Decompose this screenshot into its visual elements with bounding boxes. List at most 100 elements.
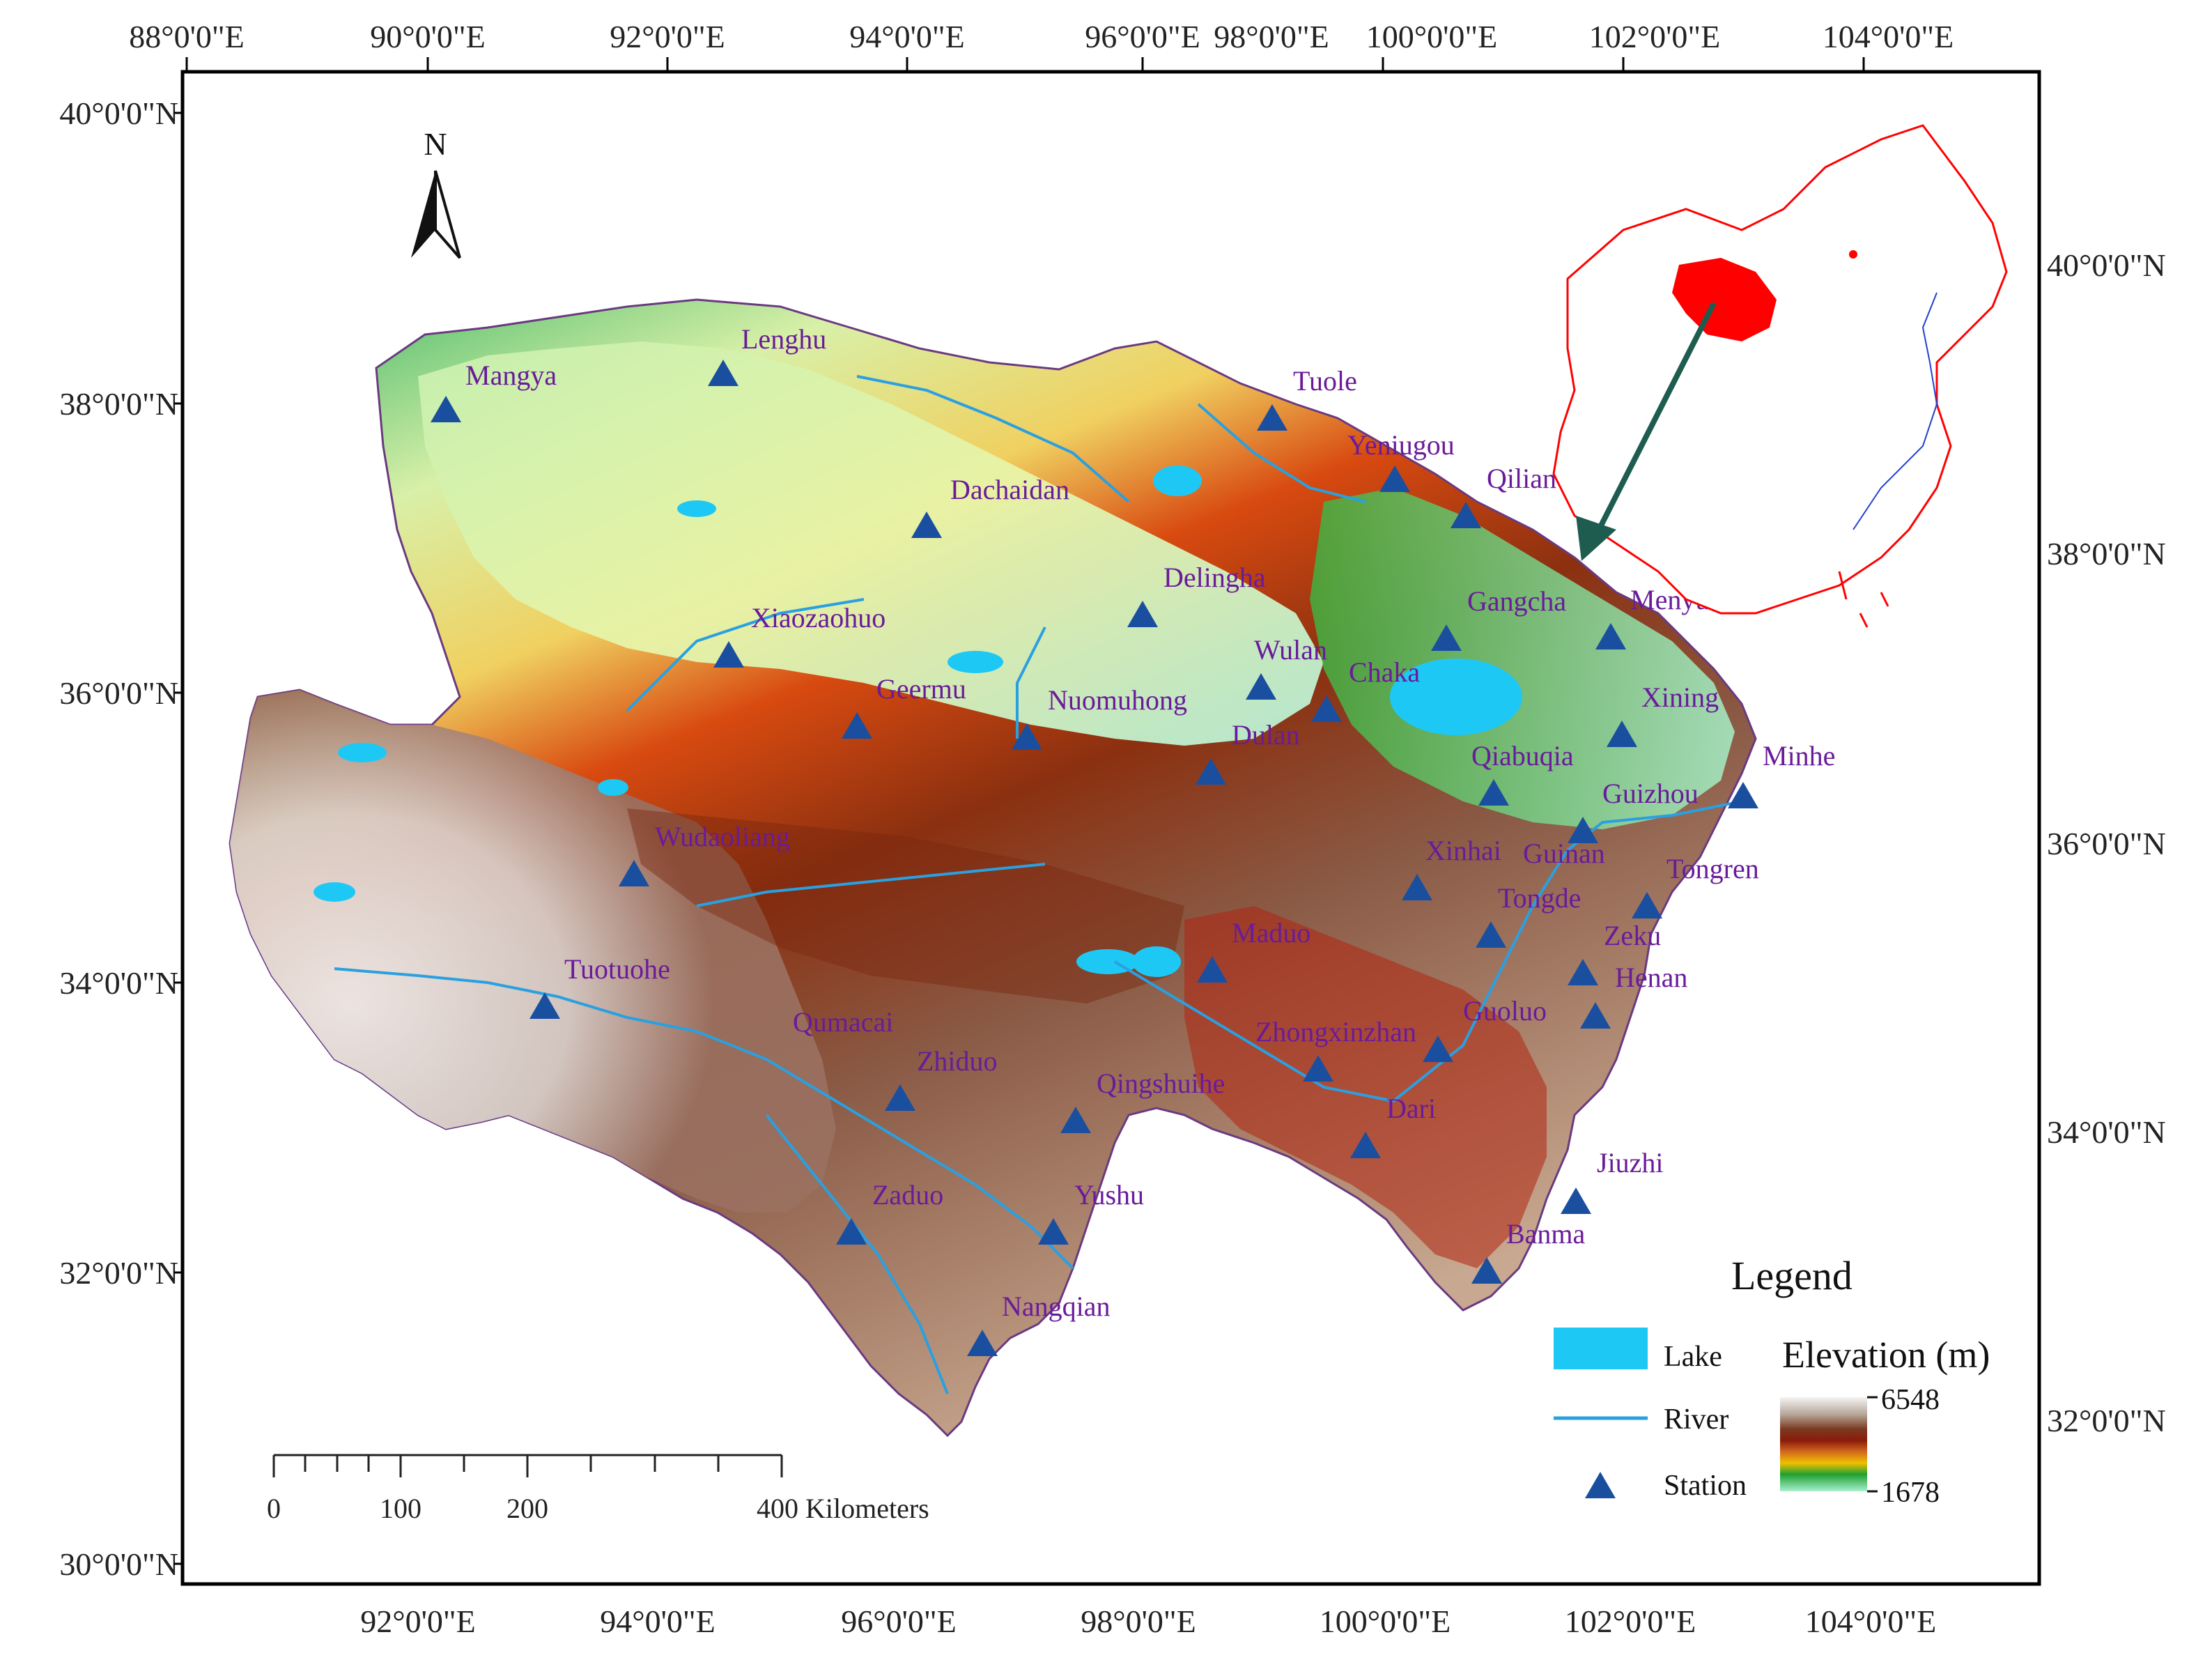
station-label-gangcha: Gangcha (1467, 585, 1566, 617)
station-label-qiabuqia: Qiabuqia (1471, 740, 1574, 771)
station-marker-wudaoliang[interactable] (619, 860, 649, 886)
station-label-dachaidan: Dachaidan (950, 474, 1069, 505)
station-label-qilian: Qilian (1487, 463, 1556, 494)
station-marker-qiabuqia[interactable] (1478, 779, 1509, 806)
bottom-axis-label: 96°0'0"E (841, 1604, 957, 1639)
station-marker-dari[interactable] (1350, 1132, 1381, 1158)
station-marker-geermu[interactable] (842, 712, 872, 739)
left-axis-label: 32°0'0"N (59, 1255, 178, 1291)
station-label-guinan: Guinan (1523, 838, 1605, 869)
station-marker-henan[interactable] (1580, 1002, 1611, 1029)
station-marker-wulan[interactable] (1246, 673, 1276, 700)
station-marker-xiaozaohuo[interactable] (713, 641, 744, 668)
station-label-dari: Dari (1386, 1093, 1436, 1124)
station-label-qingshuihe: Qingshuihe (1097, 1068, 1225, 1099)
central-river (696, 863, 1046, 907)
station-marker-zhongxinzhan[interactable] (1303, 1055, 1333, 1082)
left-axis-label: 38°0'0"N (59, 386, 178, 422)
station-label-nangqian: Nangqian (1002, 1291, 1111, 1322)
qaidam-river-1 (626, 598, 865, 712)
western-lake-1 (338, 743, 387, 762)
legend-lake-swatch (1554, 1328, 1648, 1369)
left-axis-label: 40°0'0"N (59, 95, 178, 131)
station-label-zaduo: Zaduo (872, 1179, 943, 1210)
station-marker-zhiduo[interactable] (885, 1084, 915, 1111)
station-marker-tuotuohe[interactable] (529, 992, 560, 1019)
station-markers (431, 360, 1758, 1356)
station-label-delingha: Delingha (1163, 562, 1266, 593)
station-marker-yeniugou[interactable] (1379, 466, 1410, 492)
station-marker-xinhai[interactable] (1402, 874, 1432, 900)
top-axis-label: 102°0'0"E (1589, 19, 1721, 54)
legend: Legend Lake River Station Elevation (m) … (1554, 1253, 1990, 1509)
station-marker-tongde[interactable] (1476, 921, 1506, 948)
southeast-mountains (1184, 906, 1547, 1268)
station-marker-guoluo[interactable] (1423, 1036, 1453, 1062)
station-marker-yushu[interactable] (1038, 1218, 1069, 1245)
station-label-zhiduo: Zhiduo (917, 1045, 998, 1077)
western-lake-5 (948, 651, 1003, 673)
lancang-river (765, 1114, 949, 1394)
station-marker-tuole[interactable] (1257, 404, 1287, 431)
legend-river-label: River (1664, 1404, 1728, 1436)
station-label-tuotuohe: Tuotuohe (564, 953, 670, 985)
station-marker-menyuan[interactable] (1595, 623, 1626, 649)
station-marker-zeku[interactable] (1568, 959, 1598, 985)
station-marker-xining[interactable] (1607, 721, 1637, 747)
station-marker-minhe[interactable] (1728, 782, 1758, 808)
western-plateau (230, 690, 836, 1213)
right-axis-labels: 40°0'0"N 38°0'0"N 36°0'0"N 34°0'0"N 32°0… (2047, 247, 2166, 1438)
station-marker-mangya[interactable] (431, 396, 461, 422)
lakes (314, 466, 1522, 977)
station-marker-chaka[interactable] (1311, 695, 1342, 722)
station-label-tongren: Tongren (1666, 853, 1759, 884)
western-lake-3 (598, 779, 628, 796)
station-marker-dachaidan[interactable] (911, 512, 942, 538)
station-label-mangya: Mangya (465, 360, 557, 391)
station-marker-qingshuihe[interactable] (1060, 1107, 1091, 1133)
top-axis-label: 92°0'0"E (610, 19, 725, 54)
pointer-arrow-head (1576, 516, 1616, 561)
bottom-axis-label: 102°0'0"E (1565, 1604, 1696, 1639)
station-marker-nangqian[interactable] (967, 1330, 998, 1356)
station-marker-tongren[interactable] (1632, 892, 1662, 918)
north-arrow-icon: N (411, 126, 461, 259)
right-axis-label: 38°0'0"N (2047, 536, 2166, 571)
station-label-guizhou: Guizhou (1602, 778, 1699, 809)
station-label-maduo: Maduo (1232, 917, 1310, 948)
yangtze-headwater (334, 967, 1074, 1270)
station-marker-dulan[interactable] (1196, 758, 1226, 785)
station-label-xiaozaohuo: Xiaozaohuo (751, 602, 885, 633)
left-ticks (174, 112, 183, 1565)
station-marker-qilian[interactable] (1451, 502, 1481, 528)
left-axis-label: 34°0'0"N (59, 965, 178, 1001)
station-label-zhongxinzhan: Zhongxinzhan (1255, 1016, 1416, 1047)
station-label-yushu: Yushu (1074, 1179, 1144, 1210)
station-label-banma: Banma (1506, 1218, 1586, 1250)
station-label-wulan: Wulan (1254, 634, 1327, 666)
inset-china-map (1552, 124, 2008, 628)
scale-tick-200: 200 (506, 1493, 548, 1524)
beijing-marker (1849, 250, 1857, 259)
station-marker-jiuzhi[interactable] (1561, 1187, 1591, 1214)
station-marker-maduo[interactable] (1197, 956, 1228, 983)
station-marker-zaduo[interactable] (836, 1218, 867, 1245)
top-ticks (185, 57, 1865, 72)
station-marker-gangcha[interactable] (1431, 624, 1462, 651)
bottom-axis-label: 94°0'0"E (600, 1604, 716, 1639)
north-arrow-left-half (411, 171, 435, 258)
inset-coastline (1853, 292, 1938, 530)
station-label-xining: Xining (1641, 682, 1719, 713)
station-marker-nuomuhong[interactable] (1012, 723, 1042, 750)
north-arrow-label: N (424, 126, 447, 162)
scale-bar: 0 100 200 400 Kilometers (267, 1454, 929, 1524)
station-marker-banma[interactable] (1471, 1257, 1502, 1284)
station-marker-lenghu[interactable] (708, 360, 738, 386)
western-lake-4 (677, 500, 716, 517)
qaidam-river-2 (1016, 626, 1046, 739)
top-axis-label: 104°0'0"E (1823, 19, 1954, 54)
station-marker-guizhou[interactable] (1568, 817, 1598, 843)
bottom-axis-labels: 92°0'0"E 94°0'0"E 96°0'0"E 98°0'0"E 100°… (360, 1604, 1936, 1639)
station-marker-delingha[interactable] (1127, 601, 1158, 627)
